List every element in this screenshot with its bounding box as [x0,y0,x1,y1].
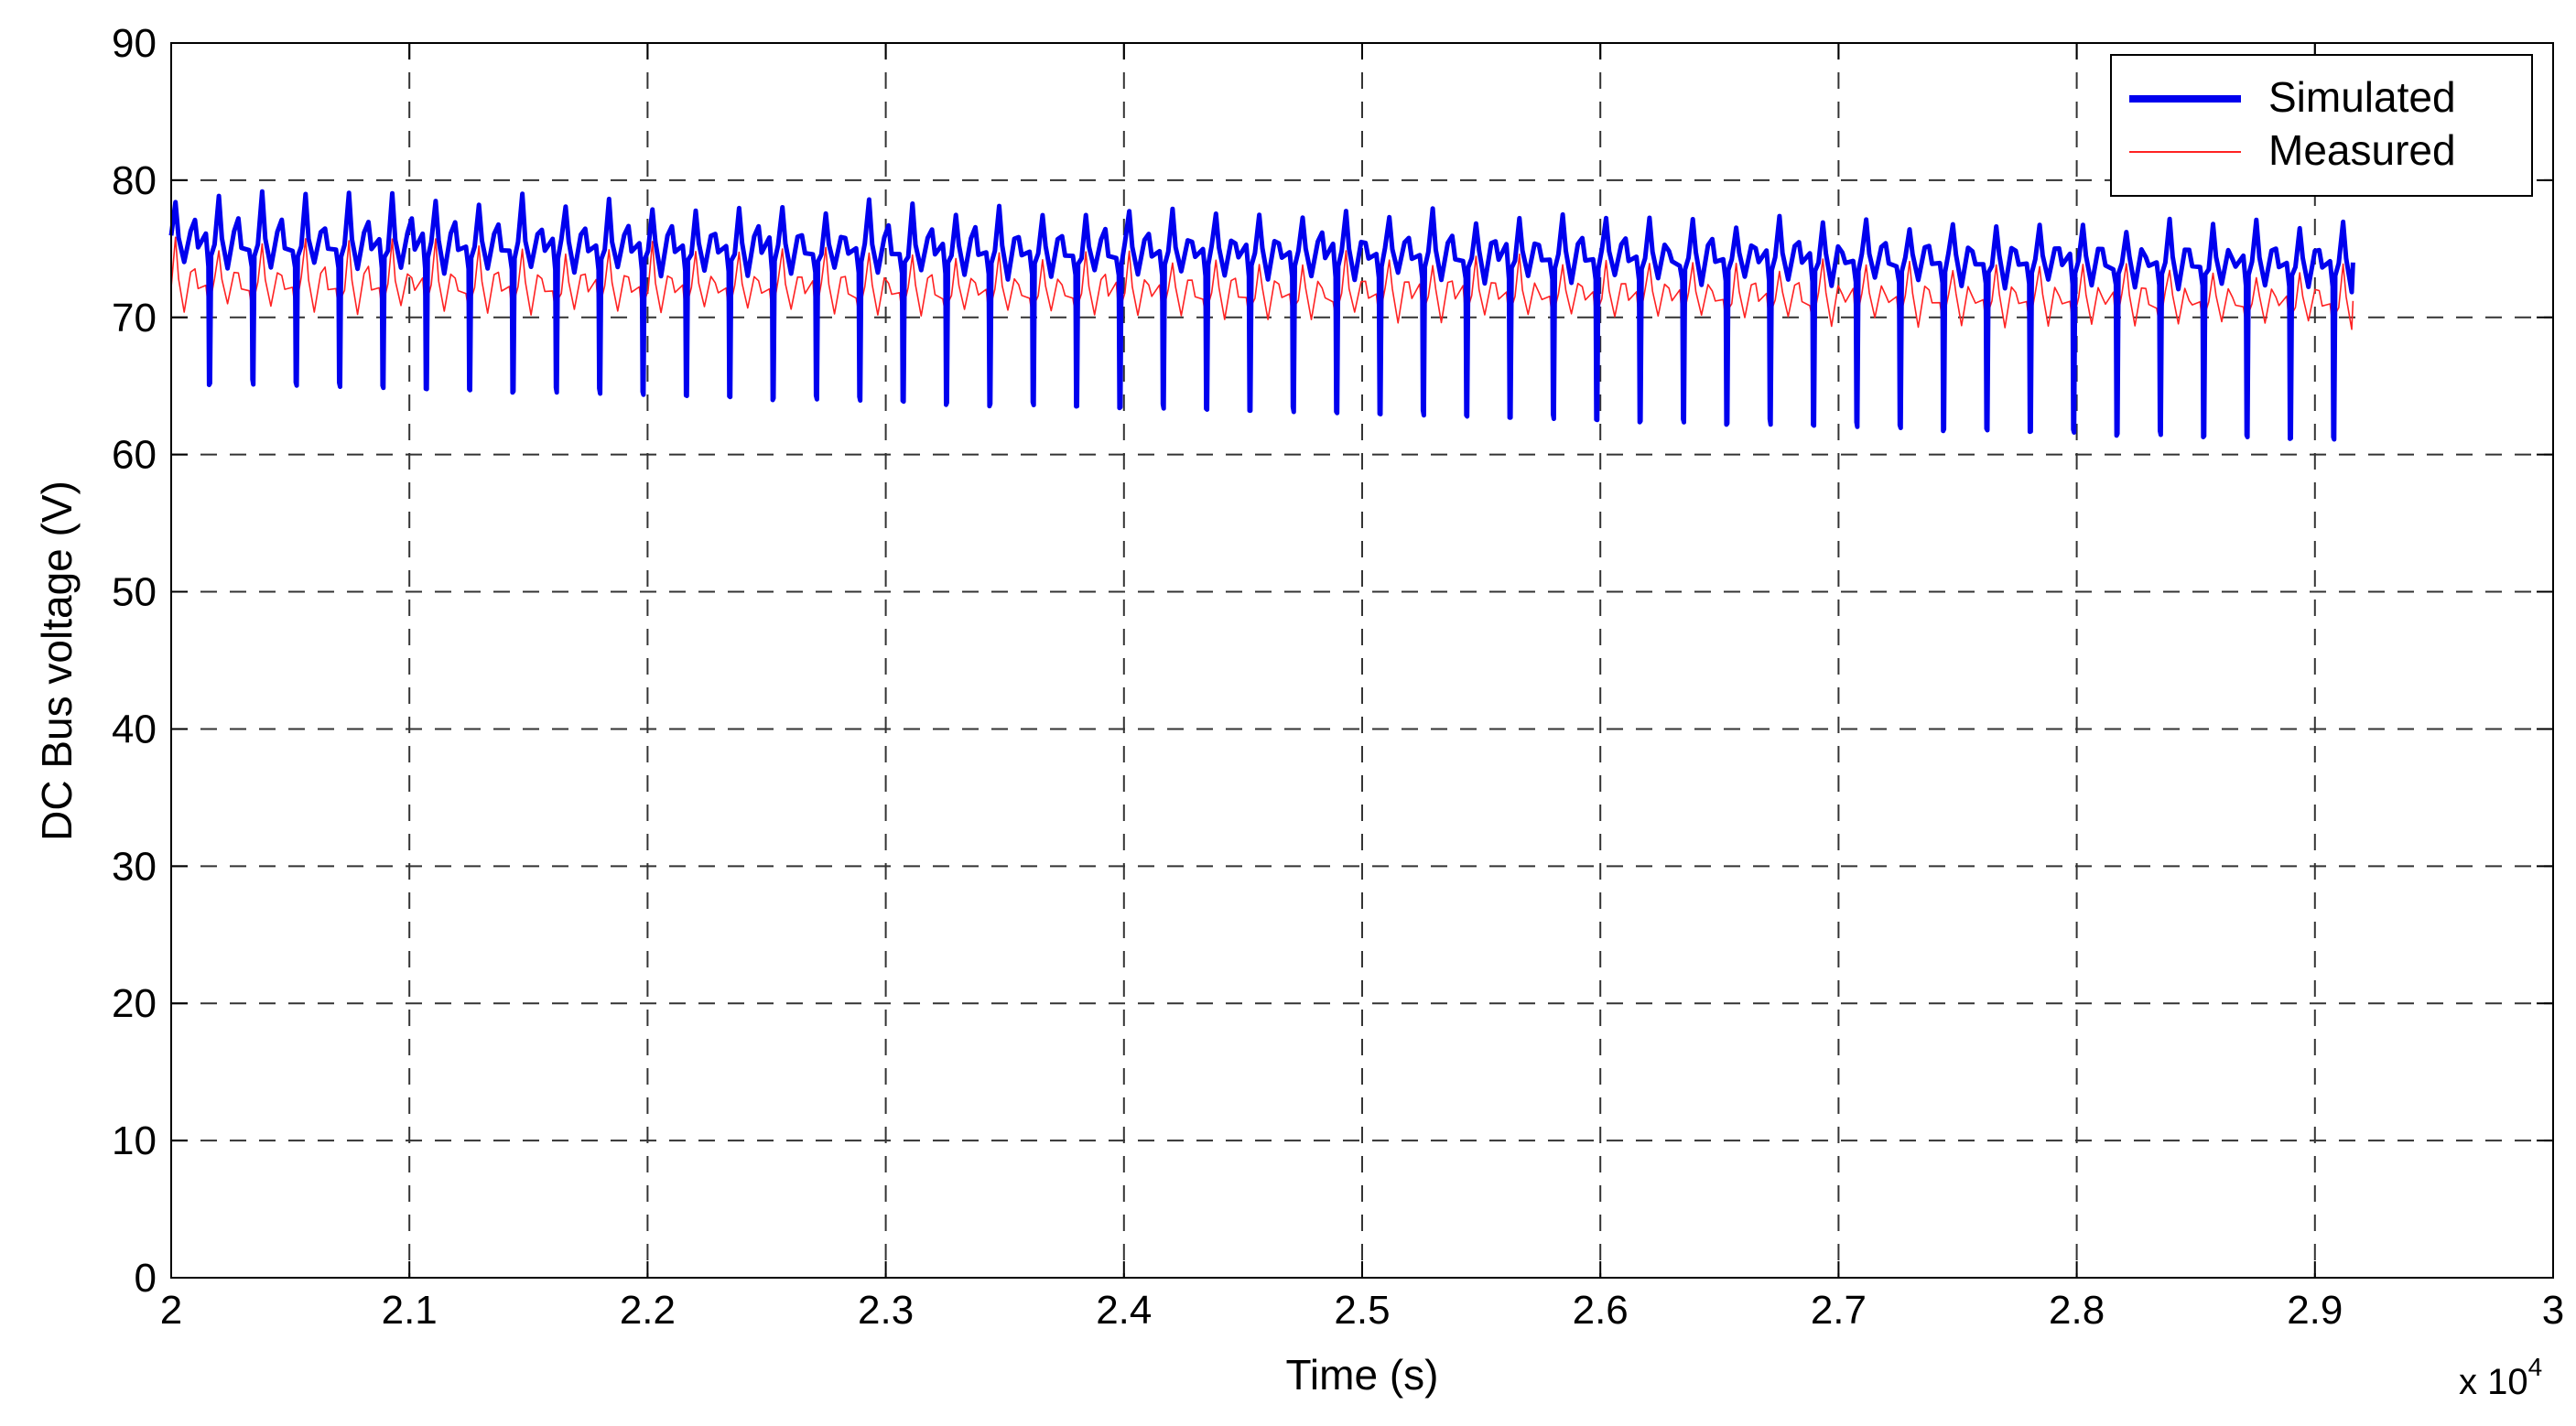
x-axis-label: Time (s) [1286,1351,1439,1399]
x-tick-label: 2.5 [1334,1288,1390,1333]
x-tick-label: 2.2 [620,1288,676,1333]
y-axis-label: DC Bus voltage (V) [33,481,81,841]
y-tick-label: 30 [112,844,157,889]
y-tick-label: 50 [112,570,157,615]
x-tick-label: 2.6 [1573,1288,1629,1333]
y-tick-label: 90 [112,21,157,66]
y-tick-label: 20 [112,981,157,1026]
x-tick-label: 2.3 [858,1288,914,1333]
y-tick-label: 40 [112,707,157,751]
x-tick-label: 2.4 [1096,1288,1152,1333]
x-tick-label: 2.8 [2049,1288,2105,1333]
x-tick-label: 3 [2542,1288,2564,1333]
y-tick-label: 10 [112,1118,157,1163]
legend: Simulated Measured [2110,54,2533,197]
x-axis-multiplier-base: x 10 [2459,1362,2528,1402]
y-tick-label: 60 [112,433,157,478]
y-tick-label: 70 [112,296,157,340]
x-axis-multiplier-exponent: 4 [2528,1353,2543,1381]
x-axis-multiplier: x 104 [2459,1353,2542,1402]
series-layer [168,189,2355,442]
legend-label-simulated: Simulated [2268,73,2456,121]
x-tick-label: 2.1 [382,1288,438,1333]
axis-ticks: 2 2.1 2.2 2.3 2.4 2.5 2.6 2.7 2.8 2.9 301020304050… [112,21,2564,1333]
legend-label-measured: Measured [2268,126,2456,174]
y-tick-label: 80 [112,158,157,203]
x-tick-label: 2.7 [1811,1288,1867,1333]
y-tick-label: 0 [135,1256,157,1301]
legend-box [2110,54,2533,197]
x-tick-label: 2 [160,1288,182,1333]
x-tick-label: 2.9 [2287,1288,2343,1333]
series-line-simulated [168,189,2355,442]
